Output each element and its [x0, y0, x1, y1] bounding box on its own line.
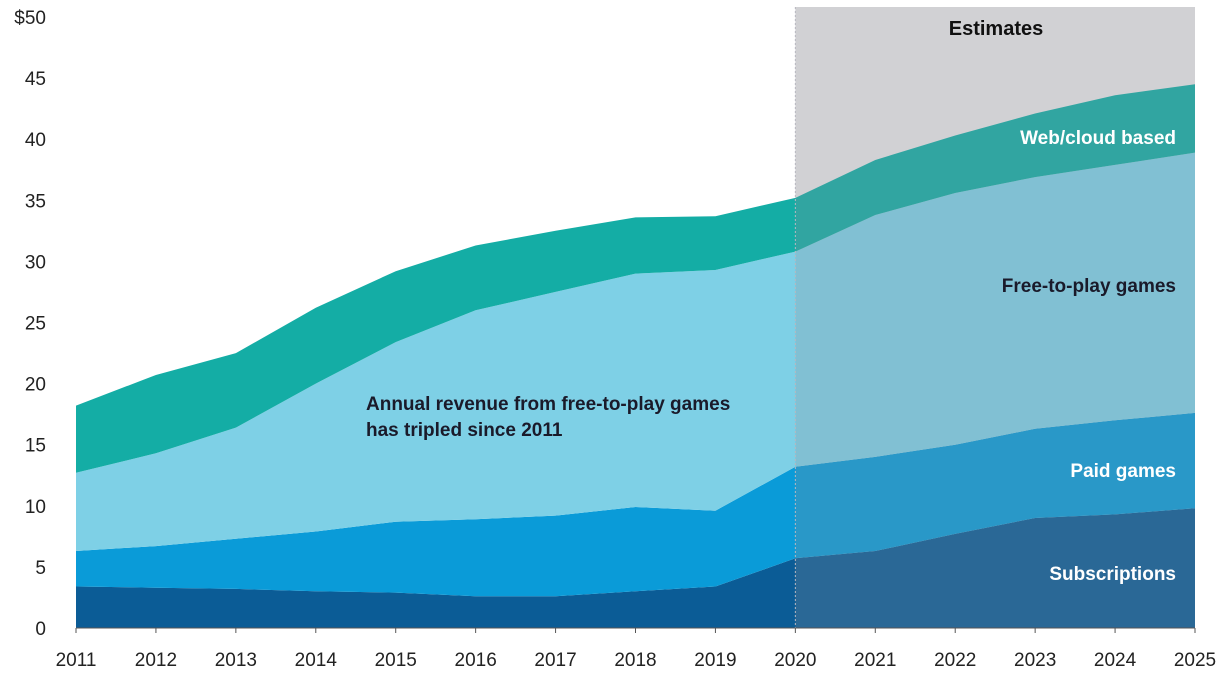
x-tick-label: 2023 — [1014, 650, 1056, 671]
x-tick-label: 2013 — [215, 650, 257, 671]
x-tick-label: 2016 — [455, 650, 497, 671]
area-free-to-play-games — [76, 152, 1195, 551]
series-label-free-to-play: Free-to-play games — [1002, 276, 1176, 297]
x-tick-label: 2017 — [534, 650, 576, 671]
x-axis-ticks: 2011 2012 2013 2014 2015 2016 2017 2018 2019 2020… — [56, 628, 1216, 671]
y-tick-label: 40 — [25, 130, 46, 151]
y-tick-label: 15 — [25, 436, 46, 457]
y-tick-label: 45 — [25, 69, 46, 90]
series-label-subscriptions: Subscriptions — [1049, 564, 1176, 585]
y-tick-label: 0 — [35, 619, 46, 640]
x-tick-label: 2021 — [854, 650, 896, 671]
x-tick-label: 2014 — [295, 650, 338, 671]
area-paid-games — [76, 412, 1195, 597]
series-label-web-cloud: Web/cloud based — [1020, 128, 1176, 149]
y-axis-ticks: $50 45 40 35 30 25 20 15 10 5 0 — [14, 8, 46, 640]
y-tick-label: 20 — [25, 375, 46, 396]
area-series-group — [76, 84, 1195, 628]
x-tick-label: 2019 — [694, 650, 736, 671]
area-web-cloud-based — [76, 84, 1195, 473]
y-tick-label: 10 — [25, 497, 46, 518]
x-tick-label: 2011 — [56, 650, 97, 671]
estimates-overlay — [795, 7, 1195, 628]
x-tick-label: 2015 — [375, 650, 417, 671]
y-tick-label: 35 — [25, 191, 46, 212]
x-tick-label: 2020 — [774, 650, 816, 671]
y-tick-label: 30 — [25, 252, 46, 273]
x-tick-label: 2018 — [614, 650, 656, 671]
x-tick-label: 2024 — [1094, 650, 1137, 671]
estimates-label: Estimates — [949, 18, 1044, 40]
y-tick-label: $50 — [14, 8, 46, 29]
y-tick-label: 25 — [25, 314, 46, 335]
x-tick-label: 2022 — [934, 650, 976, 671]
x-tick-label: 2025 — [1174, 650, 1216, 671]
annotation-line-1: Annual revenue from free-to-play games — [366, 394, 730, 415]
x-tick-label: 2012 — [135, 650, 177, 671]
annotation-line-2: has tripled since 2011 — [366, 420, 563, 441]
series-label-paid-games: Paid games — [1070, 461, 1176, 482]
y-tick-label: 5 — [35, 558, 46, 579]
area-subscriptions — [76, 508, 1195, 628]
